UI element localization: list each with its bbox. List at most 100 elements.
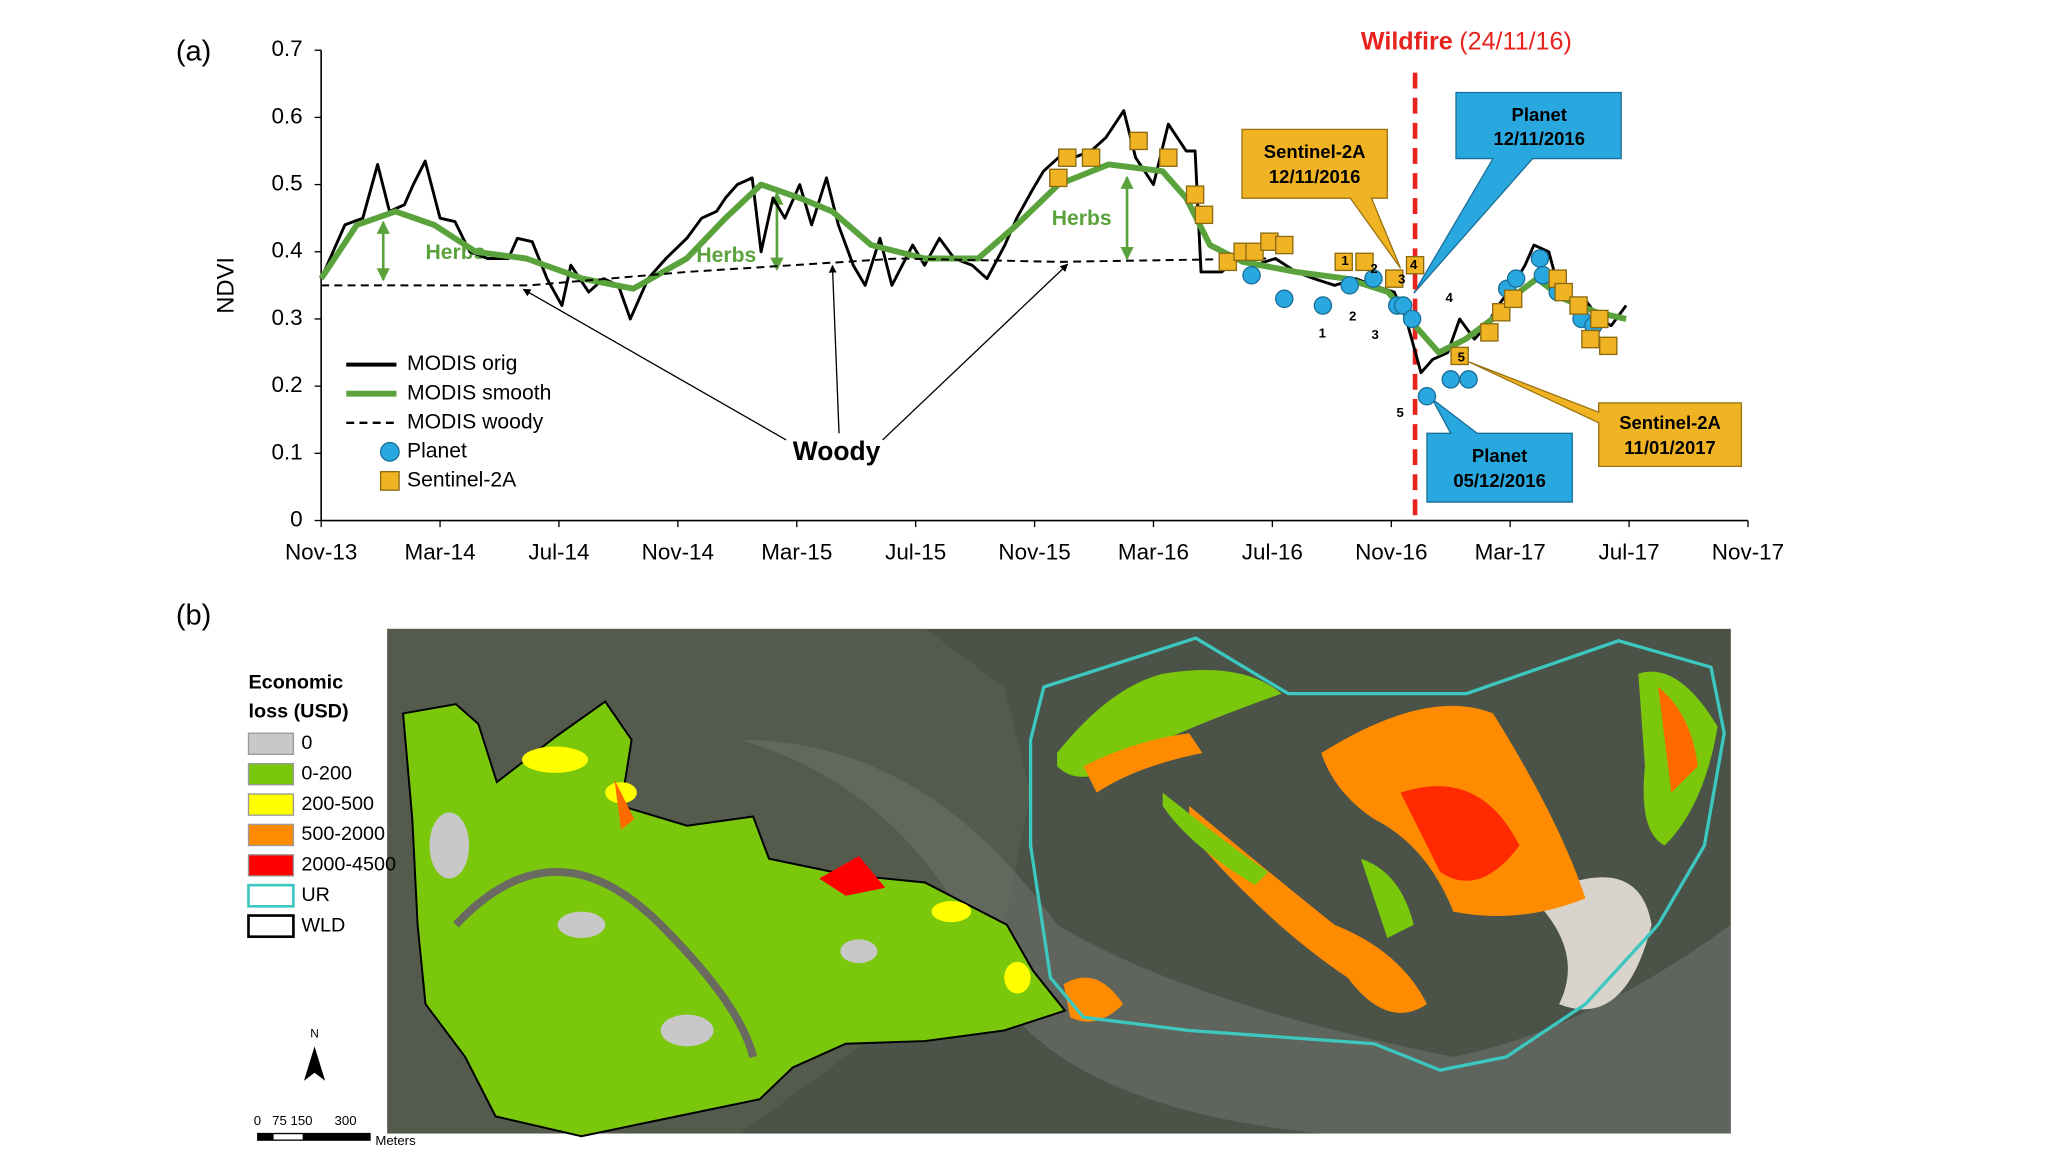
point-number: 2 — [1349, 309, 1356, 324]
x-tick-label: Mar-16 — [1118, 539, 1189, 564]
x-tick-label: Nov-15 — [998, 539, 1070, 564]
map: N 0 75 150 300 Meters Economic loss (USD… — [247, 628, 1731, 1148]
planet-point — [1459, 370, 1478, 389]
square-numbers: 1 2 3 4 5 — [1341, 253, 1465, 364]
sentinel-point — [1503, 289, 1523, 309]
sentinel-point — [1081, 148, 1101, 167]
sentinel-point — [1450, 346, 1469, 366]
annotations: Herbs Herbs Herbs Woody Sentinel-2A 12/1… — [376, 91, 1743, 503]
plot-area: 0 0.1 0.2 0.3 0.4 0.5 0.6 0.7 Nov-13 Mar-14 Jul-14… — [271, 27, 1784, 565]
legend-label: Planet — [407, 439, 467, 462]
sentinel-point — [1129, 131, 1148, 151]
x-tick-label: Jul-17 — [1599, 539, 1660, 564]
woody-arrow — [882, 263, 1069, 441]
callout-date: 11/01/2017 — [1624, 437, 1716, 458]
y-tick-label: 0.5 — [271, 171, 302, 196]
map-legend-title: Economic — [248, 671, 343, 693]
x-tick-label: Jul-15 — [885, 539, 946, 564]
urban — [739, 739, 1731, 1134]
loss-patch — [819, 856, 886, 896]
series-line — [321, 257, 1270, 287]
x-tick-label: Nov-16 — [1355, 539, 1427, 564]
map-legend-swatch — [247, 883, 295, 908]
herbs-label: Herbs — [1052, 207, 1112, 230]
panel-label: (a) — [176, 36, 212, 68]
scale-unit: Meters — [375, 1133, 416, 1148]
woody-arrow — [828, 264, 840, 434]
road — [453, 868, 758, 1058]
point-number: 4 — [1410, 257, 1418, 272]
map-legend-swatch — [247, 732, 295, 756]
event-date: (24/11/16) — [1459, 27, 1572, 55]
sentinel-point — [1275, 235, 1294, 255]
herbs-label: Herbs — [696, 244, 756, 267]
callout-date: 12/11/2016 — [1493, 128, 1585, 149]
planet-point — [1402, 309, 1422, 329]
planet-point — [1242, 266, 1261, 285]
ur-patches — [1057, 670, 1718, 1022]
map-legend-title: loss (USD) — [248, 700, 348, 722]
point-number: 5 — [1397, 405, 1404, 420]
x-tick-label: Nov-13 — [285, 539, 357, 564]
x-tick-label: Mar-17 — [1475, 539, 1546, 564]
event-label: Wildfire (24/11/16) — [1361, 27, 1572, 55]
scale-bar — [257, 1133, 274, 1141]
wld-area — [401, 700, 1067, 1138]
map-legend-label: 0 — [301, 732, 312, 754]
map-legend-swatch — [247, 914, 295, 939]
y-tick-label: 0.3 — [271, 305, 302, 330]
sentinel-point — [1194, 205, 1214, 225]
x-tick-label: Nov-14 — [642, 539, 714, 564]
map-legend-swatch — [247, 793, 295, 816]
sentinel-point — [1569, 296, 1588, 315]
sentinel-point — [1058, 148, 1077, 167]
point-number: 3 — [1398, 272, 1405, 287]
north-arrow — [303, 1046, 326, 1081]
point-number: 1 — [1319, 326, 1326, 341]
planet-point — [1417, 386, 1437, 406]
y-axis-title: NDVI — [213, 257, 240, 314]
callout — [1468, 361, 1743, 468]
callout-title: Sentinel-2A — [1619, 412, 1721, 433]
legend-label: Sentinel-2A — [407, 468, 517, 491]
legend-label: MODIS orig — [407, 352, 517, 375]
map-legend-label: 0-200 — [301, 762, 352, 784]
sentinel-point — [1554, 282, 1573, 302]
sentinel-point — [1185, 185, 1205, 204]
planet-point — [1340, 276, 1359, 295]
planet-point — [1530, 249, 1550, 268]
sentinel-point — [1385, 269, 1404, 288]
point-number: 2 — [1370, 261, 1377, 276]
scale-bar — [302, 1133, 371, 1141]
woody-arrow — [522, 288, 787, 441]
planet-point — [1506, 269, 1526, 288]
event-name: Wildfire — [1361, 27, 1453, 55]
x-tick-label: Mar-14 — [405, 539, 476, 564]
north-label: N — [310, 1027, 319, 1041]
sentinel-point — [1599, 336, 1618, 356]
point-number: 5 — [1458, 350, 1465, 365]
sentinel-point — [1480, 323, 1499, 342]
planet-point — [1393, 296, 1413, 315]
callout-date: 05/12/2016 — [1453, 470, 1546, 491]
sentinel-point — [1049, 168, 1068, 188]
callout-date: 12/11/2016 — [1269, 166, 1361, 187]
y-tick-label: 0.2 — [271, 372, 302, 397]
map-legend-label: 200-500 — [301, 793, 374, 815]
y-tick-label: 0.1 — [271, 439, 302, 464]
point-number: 4 — [1445, 290, 1453, 305]
x-tick-label: Mar-15 — [761, 539, 832, 564]
map-legend-label: 2000-4500 — [301, 854, 396, 876]
sentinel-point — [1334, 252, 1353, 272]
callout-title: Sentinel-2A — [1264, 141, 1366, 162]
point-number: 3 — [1371, 327, 1378, 342]
sentinel-point — [1405, 255, 1425, 275]
legend-marker — [379, 441, 400, 462]
map-legend-label: 500-2000 — [301, 823, 385, 845]
sentinel-point — [1590, 309, 1609, 329]
map-legend-label: WLD — [301, 914, 345, 936]
map-legend-swatch — [247, 854, 295, 877]
loss-patch — [614, 779, 635, 830]
planet-point — [1441, 370, 1460, 389]
